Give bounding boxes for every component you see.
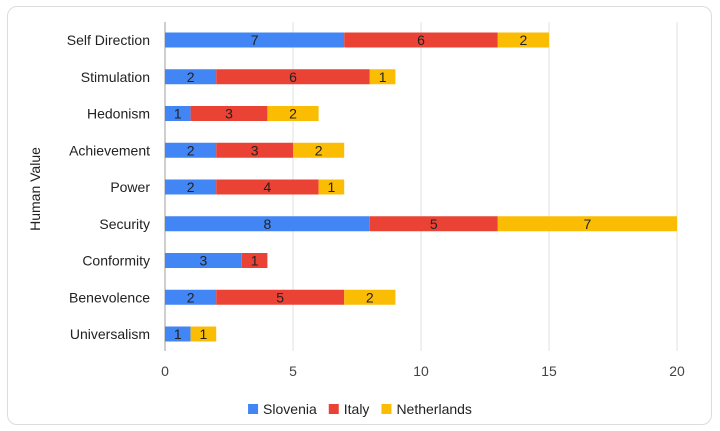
legend-label: Italy — [344, 401, 370, 417]
x-tick-label: 20 — [669, 363, 685, 379]
bars — [165, 32, 677, 342]
legend-label: Slovenia — [263, 401, 317, 417]
category-label-power: Power — [110, 179, 150, 195]
bar-italy-hedonism — [190, 106, 268, 121]
bar-italy-power — [216, 179, 319, 195]
category-label-conformity: Conformity — [82, 253, 150, 269]
bar-italy-conformity — [241, 253, 268, 268]
bar-netherlands-security — [497, 216, 677, 232]
bar-value-label: 3 — [225, 106, 233, 122]
bar-italy-security — [369, 216, 498, 232]
bar-value-label: 6 — [289, 69, 297, 85]
bar-value-label: 5 — [276, 289, 284, 305]
x-tick-label: 5 — [289, 363, 297, 379]
bar-slovenia-stimulation — [165, 69, 217, 85]
bar-slovenia-achievement — [165, 142, 217, 158]
bar-netherlands-hedonism — [267, 106, 319, 121]
x-tick-labels: 0 5 10 15 20 — [161, 363, 685, 379]
bar-italy-benevolence — [216, 289, 345, 305]
bar-slovenia-power — [165, 179, 217, 195]
bar-value-label: 1 — [379, 69, 387, 85]
bar-slovenia-universalism — [165, 326, 191, 342]
bar-value-label: 2 — [366, 289, 374, 305]
bar-value-label: 7 — [251, 32, 259, 48]
bar-slovenia-conformity — [165, 253, 242, 268]
legend-label: Netherlands — [396, 401, 472, 417]
legend: Slovenia Italy Netherlands — [248, 401, 472, 417]
bar-slovenia-self-direction — [165, 32, 345, 48]
bar-value-label: 2 — [187, 142, 195, 158]
legend-swatch — [381, 404, 392, 414]
bar-value-label: 2 — [187, 289, 195, 305]
bar-netherlands-benevolence — [344, 289, 396, 305]
category-label-hedonism: Hedonism — [87, 106, 150, 122]
bar-netherlands-achievement — [293, 142, 345, 158]
bar-italy-achievement — [216, 142, 293, 158]
legend-swatch — [248, 404, 259, 414]
bar-value-label: 3 — [200, 253, 208, 269]
x-tick-label: 10 — [413, 363, 429, 379]
category-label-stimulation: Stimulation — [81, 69, 150, 85]
legend-swatch — [328, 404, 339, 414]
bar-netherlands-universalism — [190, 326, 217, 342]
bar-slovenia-benevolence — [165, 289, 217, 305]
bar-value-label: 2 — [520, 32, 528, 48]
category-labels: Self Direction Stimulation Hedonism Achieve… — [67, 32, 151, 342]
bar-value-label: 1 — [200, 326, 208, 342]
bar-value-label: 1 — [174, 326, 182, 342]
bar-italy-self-direction — [344, 32, 498, 48]
bar-value-label: 2 — [289, 106, 297, 122]
bar-value-label: 2 — [315, 142, 323, 158]
x-tick-label: 15 — [541, 363, 557, 379]
legend-item-italy: Italy — [328, 401, 370, 417]
legend-item-slovenia: Slovenia — [248, 401, 317, 417]
bar-value-label: 1 — [251, 253, 259, 269]
bar-value-label: 2 — [187, 69, 195, 85]
legend-item-netherlands: Netherlands — [381, 401, 472, 417]
x-tick-label: 0 — [161, 363, 169, 379]
bar-value-label: 5 — [430, 216, 438, 232]
bar-netherlands-self-direction — [497, 32, 549, 48]
category-label-security: Security — [99, 216, 150, 232]
bar-value-label: 4 — [264, 179, 272, 195]
category-label-self-direction: Self Direction — [67, 32, 150, 48]
bar-value-label: 1 — [174, 106, 182, 122]
bar-value-label: 2 — [187, 179, 195, 195]
bar-netherlands-power — [318, 179, 345, 195]
category-label-achievement: Achievement — [69, 142, 150, 158]
y-axis-title: Human Value — [27, 147, 43, 231]
bar-netherlands-stimulation — [369, 69, 396, 85]
bar-value-label: 7 — [584, 216, 592, 232]
bar-italy-stimulation — [216, 69, 370, 85]
bar-value-label: 6 — [417, 32, 425, 48]
bar-value-labels: 7 6 2 2 6 1 1 3 2 2 3 2 2 4 1 8 5 7 3 1 2 5 2 1 1 — [174, 32, 592, 342]
bar-value-label: 3 — [251, 142, 259, 158]
category-label-universalism: Universalism — [70, 326, 150, 342]
bar-slovenia-security — [165, 216, 370, 232]
bar-value-label: 8 — [264, 216, 272, 232]
category-label-benevolence: Benevolence — [69, 289, 150, 305]
bar-slovenia-hedonism — [165, 106, 191, 121]
bar-value-label: 1 — [328, 179, 336, 195]
